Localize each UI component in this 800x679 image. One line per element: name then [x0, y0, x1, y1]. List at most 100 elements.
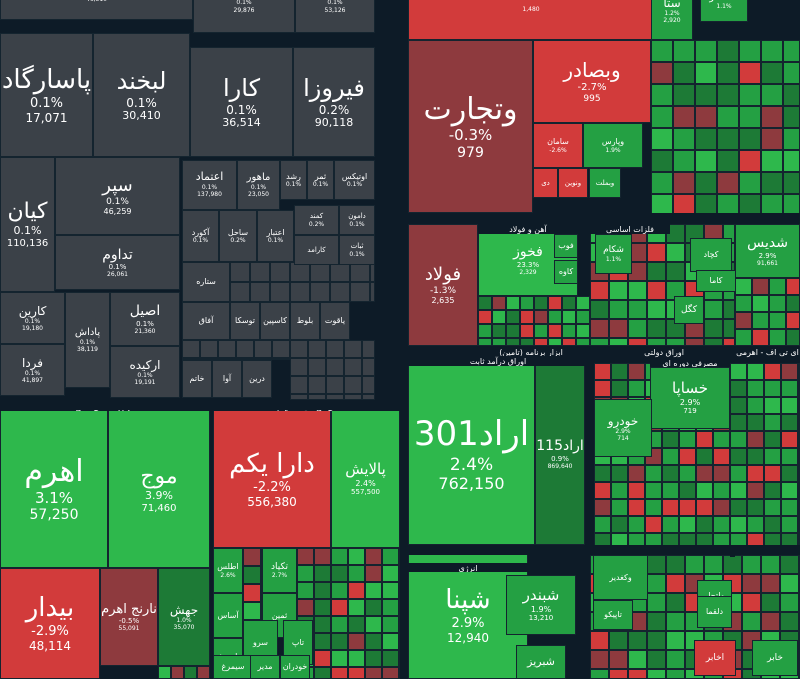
tile-ثبات[interactable]: ثبات 0.1%	[339, 235, 375, 265]
tile-دلقما[interactable]: دلقما	[697, 596, 732, 628]
mosaic-cell	[783, 106, 800, 128]
tile-اهرم[interactable]: اهرم 3.1% 57,250	[0, 410, 108, 568]
tile-1[interactable]: 0.1% 29,876	[193, 0, 295, 33]
tile-value: 137,980	[197, 191, 222, 199]
tile-کارین[interactable]: کارین 0.1% 19,180	[0, 292, 65, 344]
tile-دارا یکم[interactable]: دارا یکم -2.2% 556,380	[213, 410, 331, 548]
tile-خودران[interactable]: خودران	[280, 655, 310, 679]
tile-شبندر[interactable]: شبندر 1.9% 13,210	[506, 575, 576, 635]
tile-اراد301[interactable]: اراد301 2.4% 762,150	[408, 363, 535, 545]
mosaic-cell	[348, 616, 365, 633]
tile-symbol: آوا	[222, 374, 232, 384]
tile-کاما[interactable]: کاما	[696, 270, 736, 292]
tile-کچاد[interactable]: کچاد	[690, 238, 732, 272]
tile-اعتبار[interactable]: اعتبار 0.1%	[257, 210, 294, 262]
mosaic-cell	[783, 62, 800, 84]
tile-change: 0.1%	[108, 263, 127, 272]
tile-تاپیکو[interactable]: تاپیکو	[593, 600, 633, 630]
tile-پاداش[interactable]: پاداش 0.1% 38,119	[65, 292, 110, 388]
mosaic-cell	[666, 262, 685, 281]
tile-0[interactable]: 46,310	[0, 0, 193, 20]
tile-سپر[interactable]: سپر 0.1% 46,259	[55, 157, 180, 235]
tile-موج[interactable]: موج 3.9% 71,460	[108, 410, 210, 568]
tile-کارا[interactable]: کارا 0.1% 36,514	[190, 47, 293, 157]
tile-اصیل[interactable]: اصیل 0.1% 21,360	[110, 292, 180, 346]
tile-فیروزا[interactable]: فیروزا 0.2% 90,118	[293, 47, 375, 157]
tile-آفاق[interactable]: آفاق	[182, 302, 230, 340]
mosaic-cell	[696, 499, 713, 516]
tile-دی[interactable]: دی	[533, 168, 558, 198]
tile-وبملت[interactable]: وبملت	[589, 168, 621, 198]
mosaic-cell	[781, 465, 798, 482]
tile-رشد[interactable]: رشد 0.1%	[280, 160, 307, 200]
tile-اوتیکس[interactable]: اوتیکس 0.1%	[334, 160, 375, 200]
tile-کاوه[interactable]: کاوه	[554, 260, 578, 284]
tile-53[interactable]: 1,480	[408, 0, 654, 40]
mosaic-cell	[662, 431, 679, 448]
tile-دامون[interactable]: دامون 0.1%	[339, 205, 375, 235]
mosaic-cell	[628, 516, 645, 533]
tile-اراد115[interactable]: اراد115 0.9% 869,640	[535, 363, 585, 545]
tile-وتجارت[interactable]: وتجارت -0.3% 979	[408, 40, 533, 213]
mosaic-cell	[308, 358, 326, 376]
tile-کمند[interactable]: کمند 0.2%	[294, 205, 339, 235]
tile-فردا[interactable]: فردا 0.1% 41,897	[0, 344, 65, 396]
tile-فولاد[interactable]: فولاد -1.3% 2,635	[408, 224, 478, 346]
tile-خودرو[interactable]: خودرو 2.9% 714	[594, 399, 652, 457]
tile-مدیر[interactable]: مدیر	[250, 655, 280, 679]
tile-کیان[interactable]: کیان 0.1% 110,136	[0, 157, 55, 292]
tile-اطلس[interactable]: اطلس 2.6%	[213, 548, 243, 593]
mosaic-cell	[548, 296, 562, 310]
mosaic-cell	[764, 516, 781, 533]
tile-آکورد[interactable]: آکورد 0.1%	[182, 210, 219, 262]
tile-خابر[interactable]: خابر	[752, 640, 798, 676]
tile-بلوط[interactable]: بلوط	[290, 302, 320, 340]
tile-ماهور[interactable]: ماهور 0.1% 23,050	[237, 160, 280, 210]
tile-خاتم[interactable]: خاتم	[182, 360, 212, 398]
tile-value: 13,210	[528, 614, 554, 623]
tile-value: 1,480	[522, 6, 540, 14]
tile-توسکا[interactable]: توسکا	[230, 302, 260, 340]
tile-یاقوت[interactable]: یاقوت	[320, 302, 350, 340]
tile-آساس[interactable]: آساس	[213, 593, 243, 638]
tile-ستا[interactable]: ستا 1.2% 2,920	[651, 0, 693, 40]
tile-کارامد[interactable]: کارامد	[294, 235, 339, 265]
tile-شبریز[interactable]: شبریز	[516, 645, 566, 679]
tile-اعتماد[interactable]: اعتماد 0.1% 137,980	[182, 160, 237, 210]
tile-ثمر[interactable]: ثمر 0.1%	[307, 160, 334, 200]
tile-وبصادر[interactable]: وبصادر -2.7% 995	[533, 40, 651, 123]
tile-اخابر[interactable]: اخابر	[694, 640, 736, 676]
mosaic-cell	[651, 84, 673, 106]
tile-لبخند[interactable]: لبخند 0.1% 30,410	[93, 33, 190, 157]
tile-وکغدیر[interactable]: وکغدیر	[593, 555, 648, 600]
tile-سامان[interactable]: سامان -2.6%	[533, 123, 583, 168]
tile-شکام[interactable]: شکام 1.1%	[595, 234, 632, 274]
tile-2[interactable]: 0.1% 53,126	[295, 0, 375, 33]
tile-شدیس[interactable]: شدیس 2.9% 91,661	[735, 224, 800, 278]
tile-symbol: سیمرغ	[221, 662, 245, 672]
tile-تداوم[interactable]: تداوم 0.1% 26,061	[55, 235, 180, 290]
tile-ونوین[interactable]: ونوین	[558, 168, 588, 198]
tile-بیدار[interactable]: بیدار -2.9% 48,114	[0, 568, 100, 679]
tile-حکشتر[interactable]: حکشتر1.1%	[700, 0, 748, 22]
tile-value: 71,460	[141, 502, 177, 514]
mosaic-cell	[594, 516, 611, 533]
tile-پاسارگاد[interactable]: پاسارگاد 0.1% 17,071	[0, 33, 93, 157]
tile-کگل[interactable]: کگل	[674, 296, 704, 324]
tile-خساپا[interactable]: خساپا 2.9% 719	[650, 367, 730, 429]
tile-نارنج اهرم[interactable]: نارنج اهرم -0.5% 55,091	[100, 568, 158, 666]
tile-درین[interactable]: درین	[242, 360, 272, 398]
tile-ارکیده[interactable]: ارکیده 0.1% 19,191	[110, 346, 180, 398]
tile-پالایش[interactable]: پالایش 2.4% 557,500	[331, 410, 400, 548]
tile-value: 714	[617, 435, 629, 443]
tile-جهش[interactable]: جهش 1.0% 35,070	[158, 568, 210, 666]
tile-ساحل[interactable]: ساحل 0.2%	[219, 210, 257, 262]
mosaic-cell	[723, 300, 735, 319]
tile-تکیاد[interactable]: تکیاد 2.7%	[262, 548, 297, 593]
tile-سیمرغ[interactable]: سیمرغ	[213, 655, 253, 679]
tile-کاسپین[interactable]: کاسپین	[260, 302, 290, 340]
tile-ستاره[interactable]: ستاره	[182, 262, 230, 302]
tile-فوب[interactable]: فوب	[554, 234, 578, 258]
tile-وپارس[interactable]: وپارس 1.9%	[583, 123, 643, 168]
tile-آوا[interactable]: آوا	[212, 360, 242, 398]
